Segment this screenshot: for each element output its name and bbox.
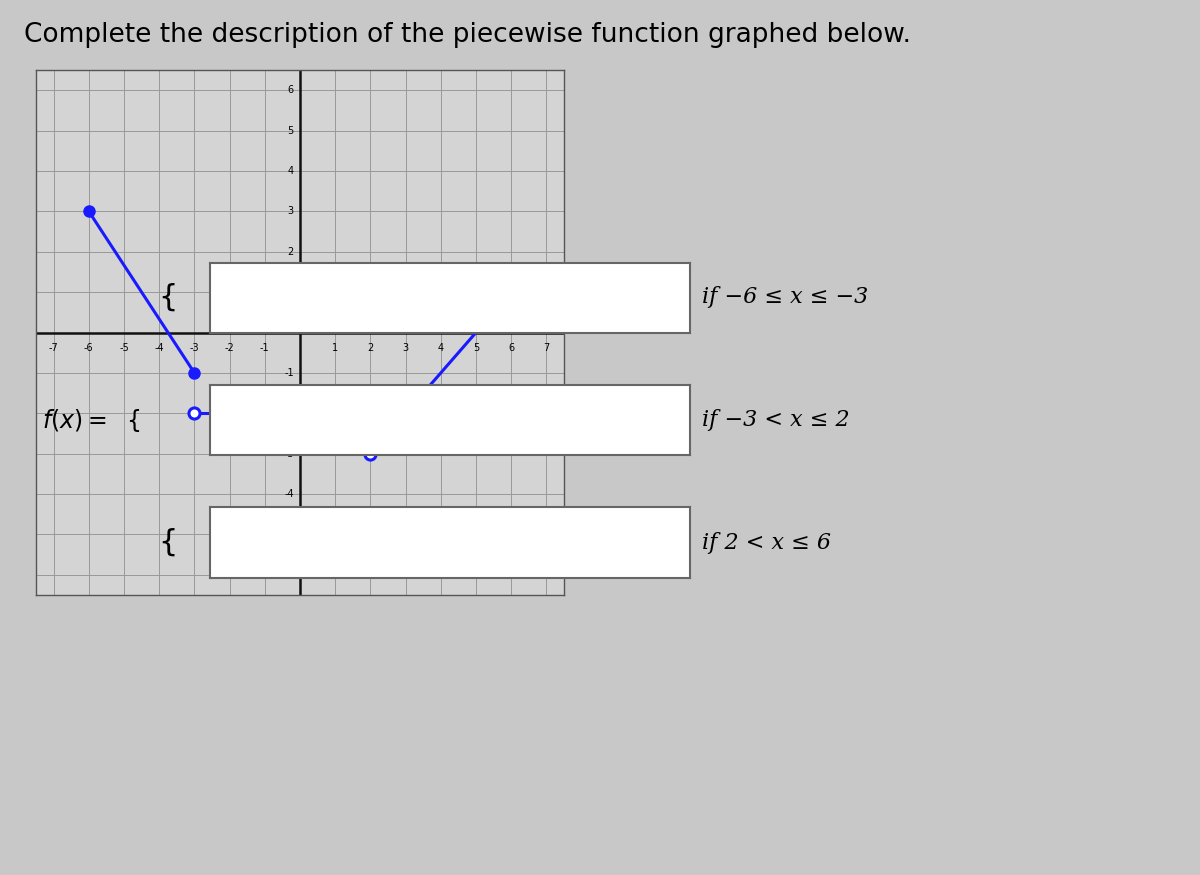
Text: if −6 ≤ x ≤ −3: if −6 ≤ x ≤ −3 — [702, 286, 869, 309]
Text: -3: -3 — [190, 343, 199, 353]
Text: if 2 < x ≤ 6: if 2 < x ≤ 6 — [702, 531, 830, 554]
Text: if −3 < x ≤ 2: if −3 < x ≤ 2 — [702, 409, 850, 431]
Text: -6: -6 — [284, 570, 294, 580]
Text: -4: -4 — [155, 343, 164, 353]
Text: -1: -1 — [260, 343, 270, 353]
Text: 6: 6 — [508, 343, 515, 353]
Text: {: { — [158, 528, 178, 557]
Text: -1: -1 — [284, 368, 294, 378]
Text: -2: -2 — [224, 343, 234, 353]
Text: $f(x) =$  {: $f(x) =$ { — [42, 407, 140, 433]
Text: 4: 4 — [438, 343, 444, 353]
Text: 3: 3 — [288, 206, 294, 216]
Text: -7: -7 — [49, 343, 59, 353]
Text: 5: 5 — [288, 126, 294, 136]
Text: 5: 5 — [473, 343, 479, 353]
Text: -5: -5 — [119, 343, 128, 353]
Text: -3: -3 — [284, 449, 294, 458]
Text: Complete the description of the piecewise function graphed below.: Complete the description of the piecewis… — [24, 22, 911, 48]
Text: 2: 2 — [288, 247, 294, 256]
Text: 1: 1 — [332, 343, 338, 353]
Text: 2: 2 — [367, 343, 373, 353]
Text: {: { — [158, 283, 178, 312]
Text: 1: 1 — [288, 287, 294, 298]
Text: -2: -2 — [284, 409, 294, 418]
Text: 6: 6 — [288, 85, 294, 95]
Text: 4: 4 — [288, 166, 294, 176]
Text: 3: 3 — [402, 343, 409, 353]
Text: -4: -4 — [284, 489, 294, 499]
Text: -6: -6 — [84, 343, 94, 353]
Text: 7: 7 — [544, 343, 550, 353]
Text: -5: -5 — [284, 529, 294, 539]
